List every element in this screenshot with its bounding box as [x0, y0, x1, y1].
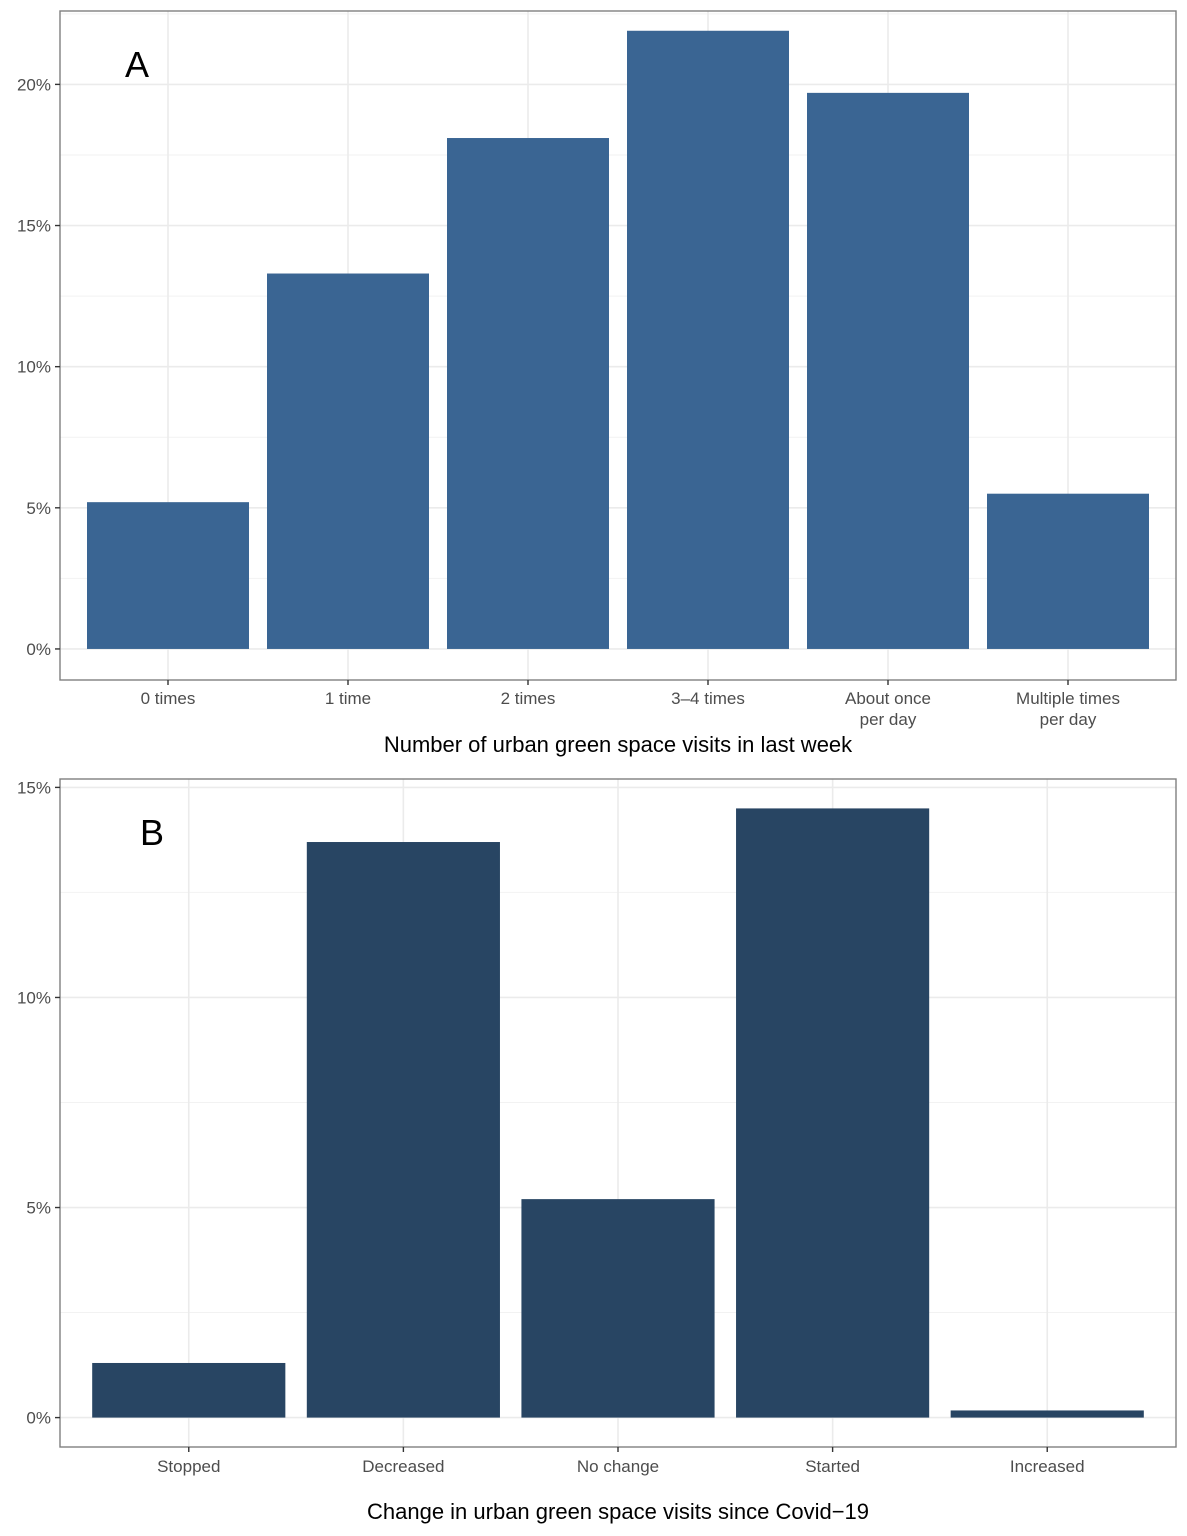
- x-tick-label-0: 0 times: [141, 689, 196, 708]
- x-tick-label-line: 3–4 times: [671, 689, 745, 708]
- bar-1: [267, 273, 429, 649]
- x-tick-label-0: Stopped: [157, 1457, 220, 1476]
- x-tick-label-line: per day: [860, 710, 917, 729]
- y-tick-label: 0%: [26, 1409, 51, 1428]
- x-tick-label-5: Multiple times per day: [1016, 689, 1120, 729]
- x-tick-label-line: Increased: [1010, 1457, 1085, 1476]
- bar-3: [627, 30, 789, 649]
- panel-b: 0% 5% 10% 15% Stopped Decreased No change Start…: [17, 778, 1177, 1524]
- x-tick-label-line: Multiple times: [1016, 689, 1120, 708]
- y-tick-label: 10%: [17, 988, 51, 1007]
- bar-4: [807, 92, 969, 649]
- bar-0: [92, 1362, 286, 1418]
- x-tick-label-line: 1 time: [325, 689, 371, 708]
- bar-2: [447, 138, 609, 649]
- bar-4: [950, 1410, 1144, 1418]
- y-tick-label: 5%: [26, 1199, 51, 1218]
- x-tick-label-line: 2 times: [501, 689, 556, 708]
- x-tick-label-2: No change: [577, 1457, 659, 1476]
- bar-0: [87, 502, 249, 649]
- x-tick-label-line: About once: [845, 689, 931, 708]
- x-tick-label-3: 3–4 times: [671, 689, 745, 708]
- x-tick-label-4: Increased: [1010, 1457, 1085, 1476]
- x-tick-label-2: 2 times: [501, 689, 556, 708]
- x-tick-label-line: per day: [1040, 710, 1097, 729]
- x-tick-label-line: Stopped: [157, 1457, 220, 1476]
- bar-5: [987, 493, 1149, 649]
- x-axis-title: Change in urban green space visits since…: [367, 1499, 869, 1524]
- y-tick-label: 15%: [17, 217, 51, 236]
- x-tick-label-line: 0 times: [141, 689, 196, 708]
- panel-a: 0% 5% 10% 15% 20% 0 times 1 time 2 times 3–4 tim…: [17, 10, 1177, 757]
- x-tick-label-1: Decreased: [362, 1457, 444, 1476]
- x-tick-label-1: 1 time: [325, 689, 371, 708]
- x-tick-label-3: Started: [805, 1457, 860, 1476]
- y-tick-label: 10%: [17, 358, 51, 377]
- bar-2: [521, 1199, 715, 1418]
- y-tick-label: 15%: [17, 778, 51, 797]
- y-tick-label: 5%: [26, 499, 51, 518]
- y-tick-label: 20%: [17, 75, 51, 94]
- x-tick-label-line: Decreased: [362, 1457, 444, 1476]
- x-tick-label-line: Started: [805, 1457, 860, 1476]
- y-tick-label: 0%: [26, 640, 51, 659]
- x-tick-label-line: No change: [577, 1457, 659, 1476]
- panel-tag: B: [140, 812, 164, 853]
- panel-tag: A: [125, 44, 149, 85]
- bar-1: [306, 842, 500, 1418]
- panel-border: [59, 10, 1177, 681]
- x-tick-label-4: About once per day: [845, 689, 931, 729]
- x-axis-title: Number of urban green space visits in la…: [384, 732, 853, 757]
- bar-3: [736, 808, 930, 1418]
